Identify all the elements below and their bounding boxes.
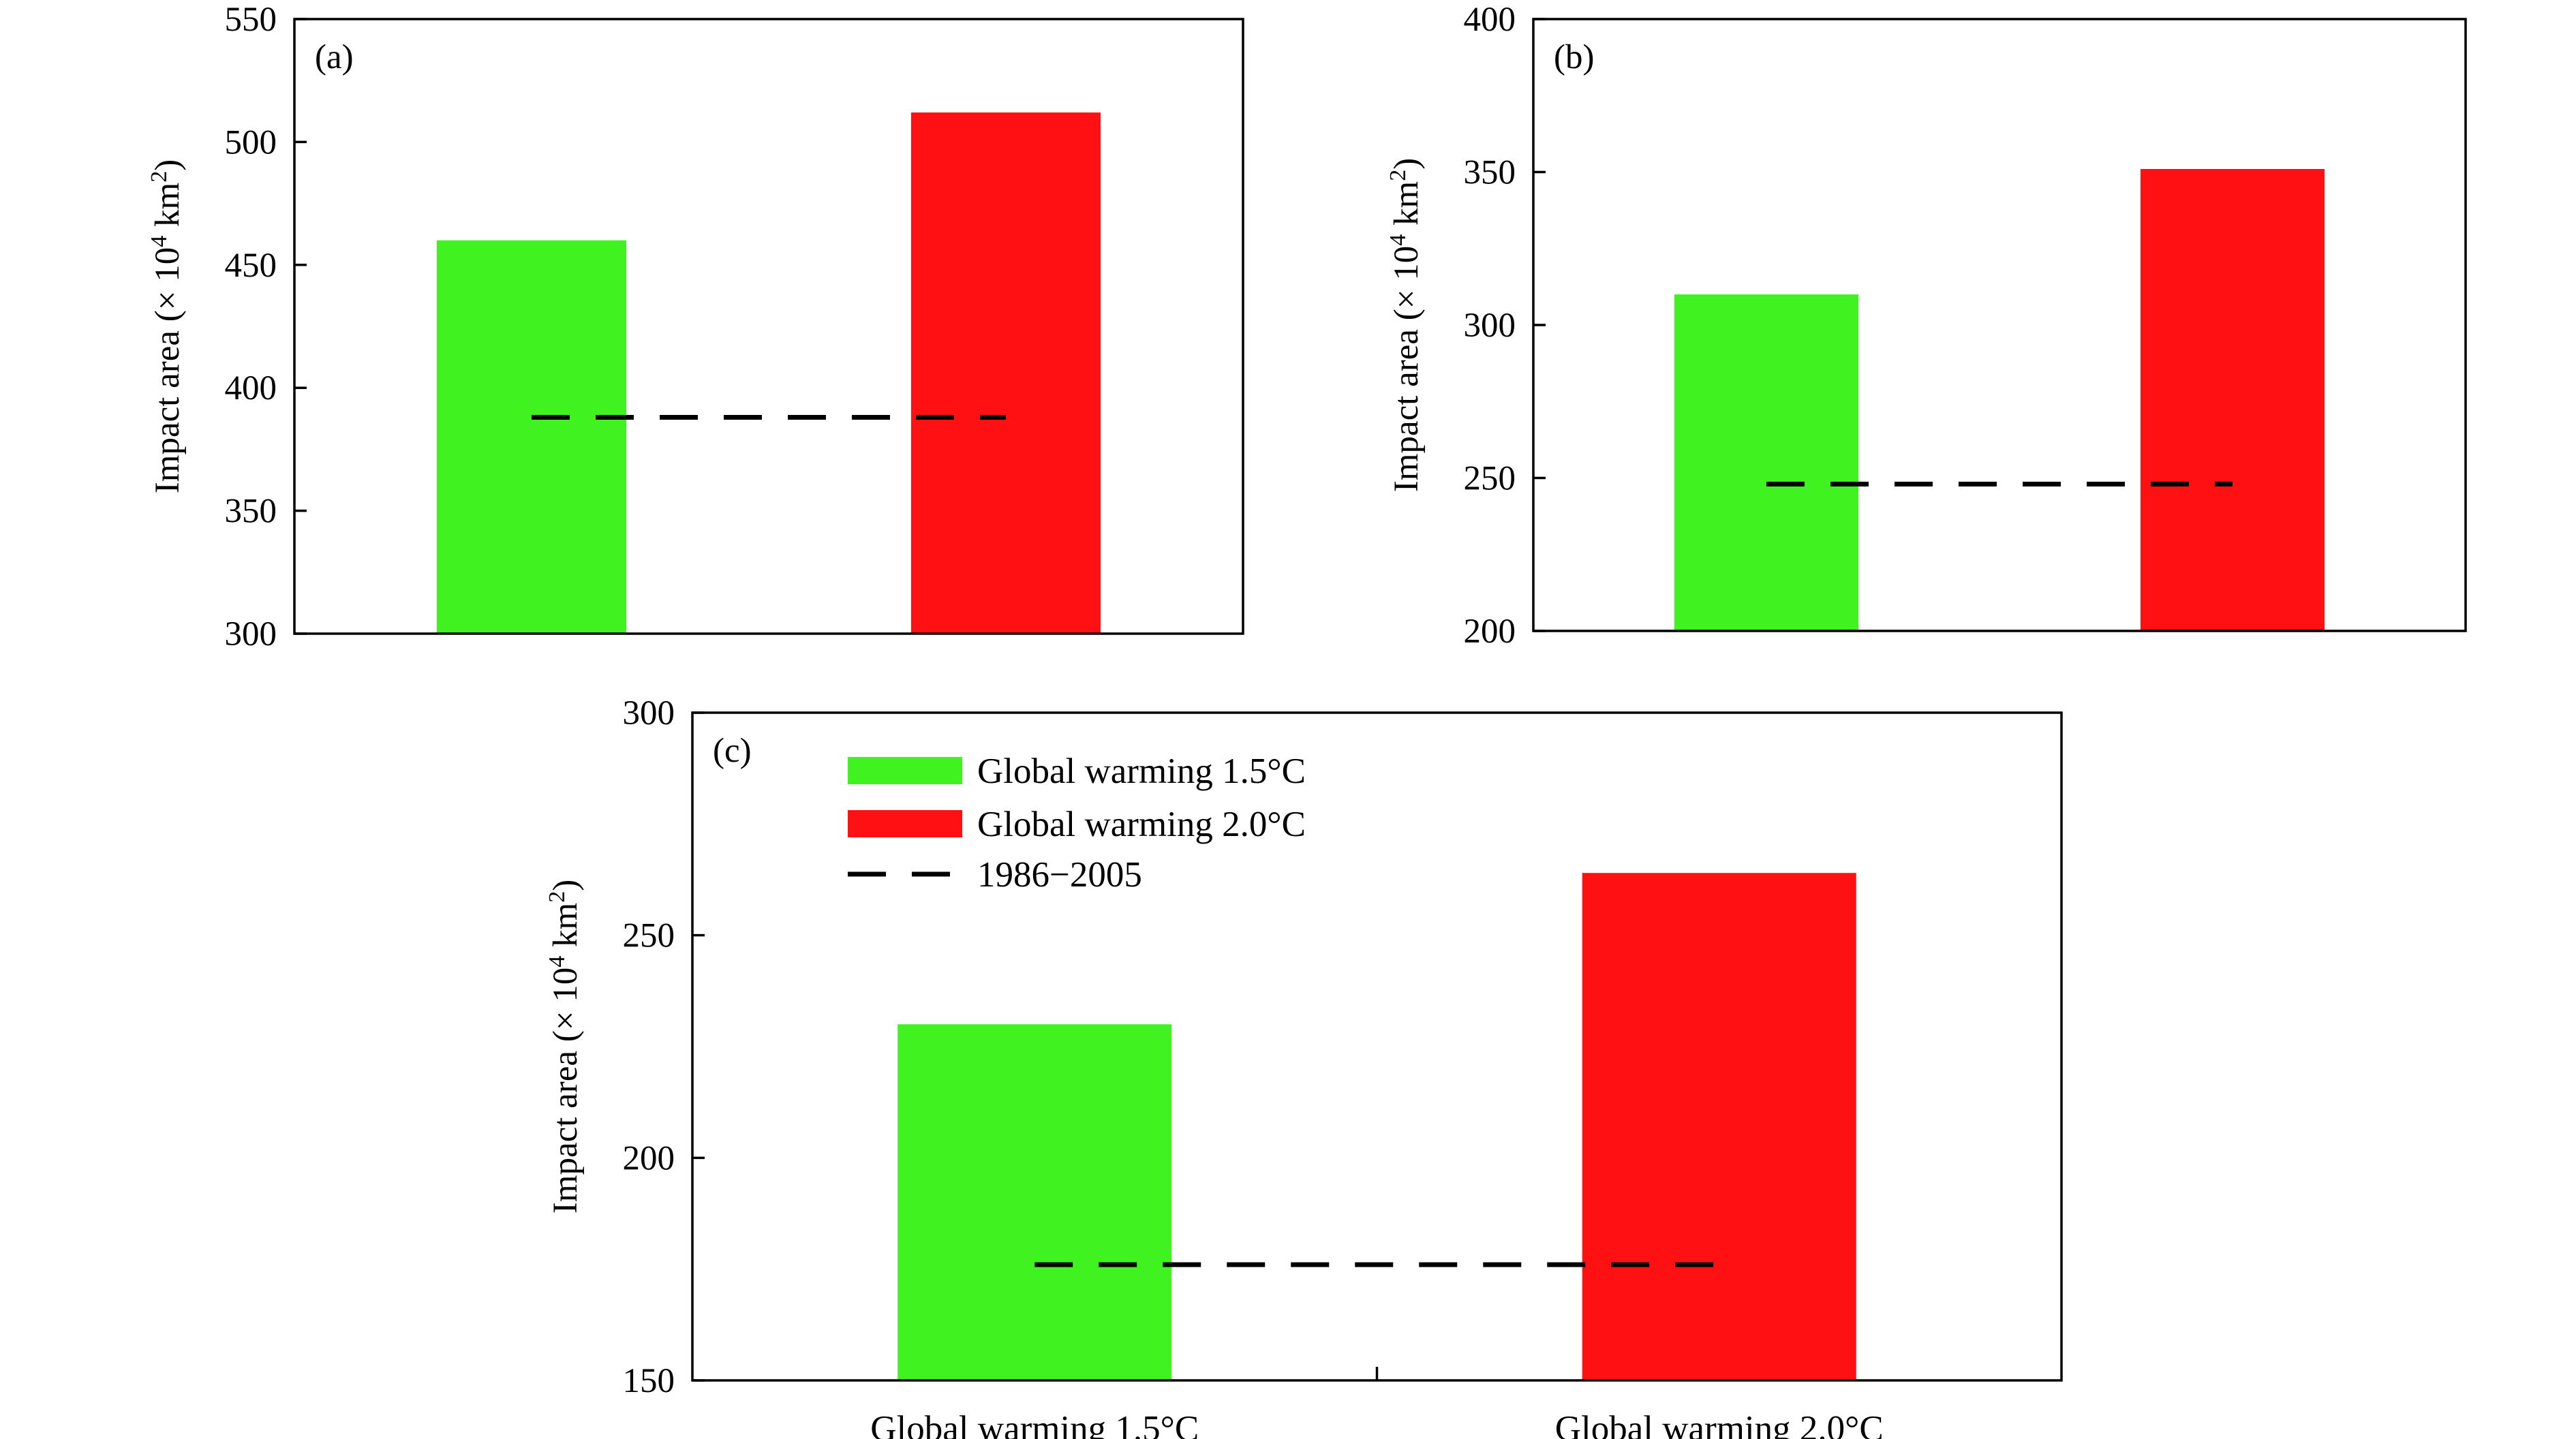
y-axis-label-part: Impact area (× 10: [547, 968, 585, 1213]
y-tick-label: 550: [225, 1, 277, 39]
y-tick-label: 400: [1464, 1, 1516, 39]
y-tick-label: 300: [1464, 307, 1516, 345]
bar-warming-1-5: [1674, 294, 1858, 631]
panel-label: (a): [315, 38, 354, 76]
y-tick-label: 350: [1464, 154, 1516, 192]
y-tick-label: 400: [225, 369, 277, 407]
legend-swatch-warming-1-5: [848, 757, 962, 784]
y-axis-label-part: Impact area (× 10: [1387, 246, 1426, 492]
y-axis-label-superscript: 2: [1385, 170, 1411, 181]
bar-warming-1-5: [437, 240, 626, 634]
y-axis-label-superscript: 4: [1385, 234, 1411, 246]
y-tick-label: 450: [225, 247, 277, 285]
legend-swatch-warming-2-0: [848, 810, 962, 837]
y-tick-label: 150: [623, 1362, 675, 1400]
legend-label: 1986−2005: [977, 855, 1142, 895]
y-axis-label: Impact area (× 104 km2): [545, 880, 585, 1213]
bar-warming-2-0: [1582, 873, 1856, 1380]
bar-warming-2-0: [2141, 169, 2325, 631]
y-axis-label-part: Impact area (× 10: [149, 247, 187, 493]
panel-label: (b): [1554, 38, 1594, 76]
y-axis-label-part: km: [149, 183, 187, 236]
y-axis-label-part: km: [547, 903, 585, 956]
y-axis-label-superscript: 2: [147, 171, 172, 183]
x-tick-label: Global warming 1.5°C: [870, 1409, 1199, 1439]
legend-label: Global warming 2.0°C: [977, 805, 1306, 844]
legend: Global warming 1.5°C Global warming 2.0°C…: [848, 752, 1306, 895]
panel-b: 200 250 300 350 400 (b) Impact area (× 104 km2…: [1385, 1, 2467, 651]
panel-label: (c): [713, 732, 752, 770]
y-axis-label-superscript: 4: [545, 956, 570, 968]
y-tick-label: 250: [1464, 460, 1516, 498]
plot-frame: [1532, 18, 2467, 632]
y-axis-label: Impact area (× 104 km2): [1385, 158, 1426, 492]
y-tick-label: 200: [1464, 613, 1516, 651]
y-axis-label-part: km: [1387, 181, 1426, 234]
y-tick-label: 200: [623, 1139, 675, 1177]
bar-warming-2-0: [911, 112, 1101, 634]
plot-frame: [293, 18, 1244, 635]
y-tick-label: 250: [623, 917, 675, 955]
y-axis-label-part: ): [1387, 158, 1426, 170]
y-tick-label: 300: [623, 694, 675, 732]
y-axis-label: Impact area (× 104 km2): [147, 159, 187, 493]
y-axis-label-part: ): [547, 880, 585, 891]
y-axis-label-part: ): [149, 159, 187, 171]
y-tick-label: 300: [225, 615, 277, 653]
bar-warming-1-5: [898, 1024, 1172, 1380]
y-tick-label: 350: [225, 493, 277, 531]
y-axis-label-superscript: 4: [147, 236, 172, 247]
panel-a: 300 350 400 450 500 550 (a) Impact area (× 104 …: [147, 1, 1244, 653]
y-tick-label: 500: [225, 123, 277, 161]
x-tick-label: Global warming 2.0°C: [1555, 1409, 1884, 1439]
y-axis-label-superscript: 2: [545, 891, 570, 903]
legend-label: Global warming 1.5°C: [977, 752, 1306, 791]
